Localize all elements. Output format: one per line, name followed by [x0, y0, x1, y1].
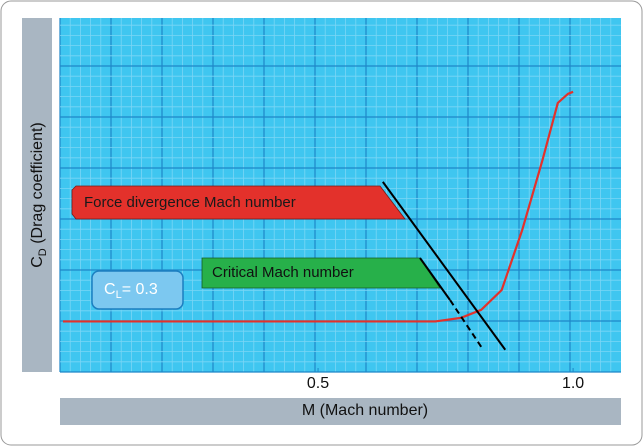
critical-box: [201, 257, 441, 289]
y-label-subscript: D: [37, 248, 49, 256]
y-axis-label: CD (Drag coefficient): [29, 122, 49, 268]
lift-label: CL= 0.3: [104, 281, 158, 301]
annotations: Force divergence Mach number Critical Ma…: [71, 185, 451, 310]
lift-symbol: C: [104, 281, 116, 298]
force-divergence-label: Force divergence Mach number: [84, 194, 296, 211]
lift-text: = 0.3: [122, 281, 158, 298]
guide-line: [382, 181, 507, 351]
marks: [63, 90, 574, 351]
x-tick-label: 1.0: [562, 375, 584, 392]
force-divergence-box: [71, 185, 406, 220]
critical-leader: [419, 257, 451, 301]
x-tick-label: 0.5: [307, 375, 329, 392]
y-label-symbol: C: [29, 256, 46, 268]
critical-label: Critical Mach number: [212, 264, 354, 281]
lift-box: [91, 270, 184, 310]
x-axis-label: M (Mach number): [302, 402, 428, 419]
y-label-text: (Drag coefficient): [29, 122, 46, 248]
x-label-band: [60, 398, 621, 425]
y-label-band: [22, 18, 52, 372]
data-line: [63, 90, 574, 323]
lift-subscript: L: [116, 289, 122, 301]
